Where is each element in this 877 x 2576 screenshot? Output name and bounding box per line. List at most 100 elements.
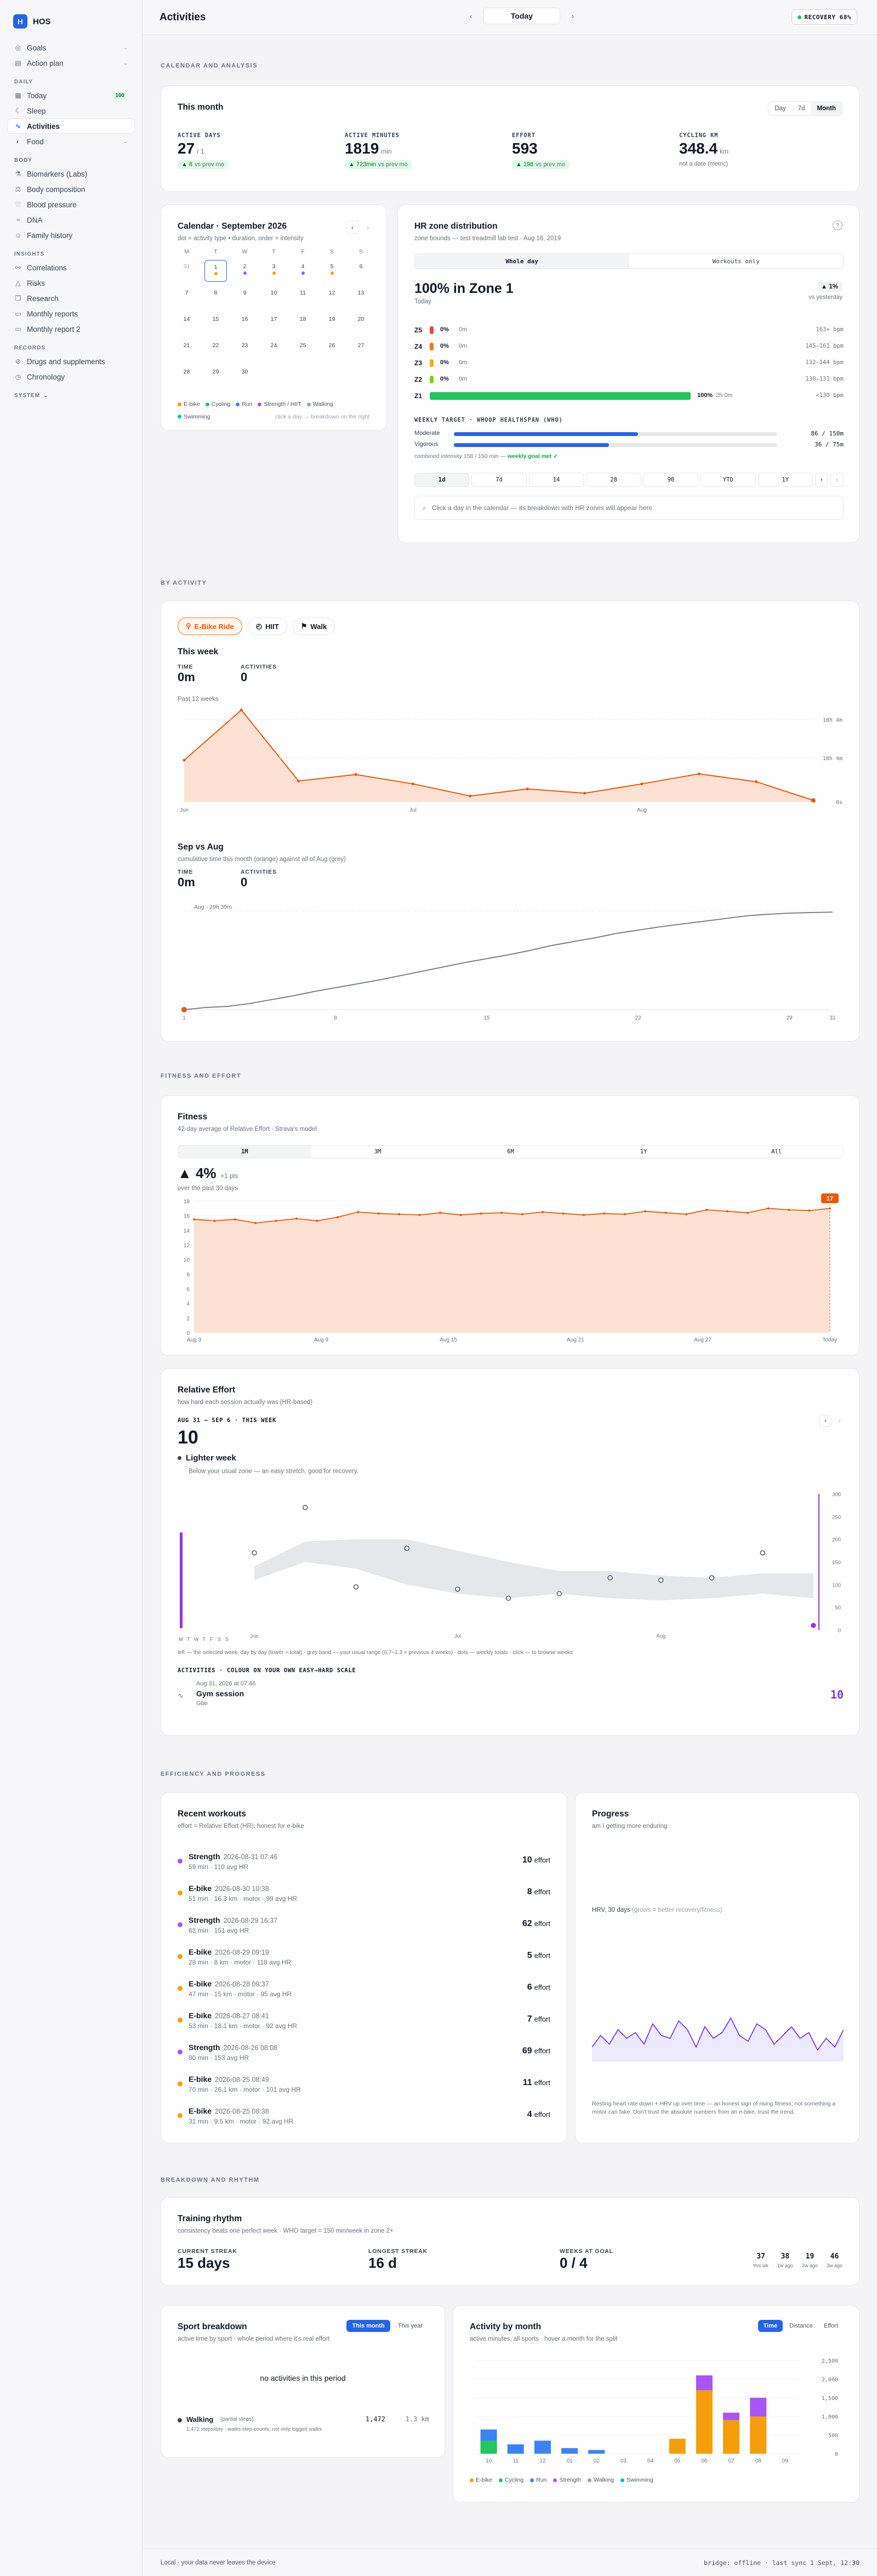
calendar-day[interactable]: 2 — [234, 260, 256, 282]
calendar-day[interactable]: 17 — [263, 313, 285, 335]
workout-row[interactable]: E-bike 2026-08-27 08:41 53 min · 18.1 km ·… — [178, 2007, 550, 2035]
period-month[interactable]: Month — [811, 102, 842, 115]
date-picker[interactable]: Today — [483, 8, 560, 24]
toggle-time[interactable]: Time — [758, 2320, 783, 2332]
toggle-this-month[interactable]: This month — [346, 2320, 390, 2332]
hr-range-option[interactable]: 14 — [528, 473, 584, 487]
calendar-day[interactable]: 4 — [292, 260, 314, 282]
calendar-day[interactable]: 28 — [175, 365, 198, 387]
info-icon[interactable]: ? — [833, 220, 842, 230]
calendar-day[interactable]: 27 — [350, 339, 372, 361]
calendar-day[interactable]: 15 — [204, 313, 227, 335]
recovery-badge[interactable]: RECOVERY 68% — [791, 9, 857, 25]
sidebar-item-action-plan[interactable]: ▤ Action plan ⌄ — [8, 56, 134, 70]
calendar-day[interactable]: 19 — [321, 313, 343, 335]
sidebar-item-food[interactable]: ◐ Food ⌄ — [8, 134, 134, 149]
workout-row[interactable]: E-bike 2026-08-29 09:19 28 min · 8 km · mo… — [178, 1943, 550, 1972]
fitness-range-option[interactable]: 6M — [507, 1148, 514, 1155]
toggle-this-year[interactable]: This year — [397, 2323, 423, 2329]
sidebar-item-blood-pressure[interactable]: ♡ Blood pressure — [8, 197, 134, 212]
workout-row[interactable]: E-bike 2026-08-30 10:38 51 min · 16.3 km ·… — [178, 1879, 550, 1908]
effort-list-item[interactable]: ∿ Aug 31, 2026 at 07:46 Gym session Gbe … — [178, 1680, 844, 1713]
sidebar-item-today[interactable]: ▦ Today 100 — [8, 88, 134, 103]
hr-range-option[interactable]: YTD — [701, 473, 756, 487]
calendar-day[interactable]: 20 — [350, 313, 372, 335]
sidebar-item-activities[interactable]: ∿ Activities — [8, 119, 134, 133]
tab-e-bike-ride[interactable]: ⚲ E-Bike Ride — [178, 618, 242, 635]
calendar-day[interactable]: 3 — [263, 260, 285, 282]
period-day[interactable]: Day — [775, 105, 786, 112]
calendar-day[interactable]: 30 — [234, 365, 256, 387]
sidebar-item-risks[interactable]: △ Risks — [8, 276, 134, 290]
calendar-day[interactable]: 25 — [292, 339, 314, 361]
calendar-day[interactable]: 31 — [175, 260, 198, 282]
hr-range-option[interactable]: 1d — [414, 473, 470, 487]
period-7d[interactable]: 7d — [798, 105, 805, 112]
calendar-day-selected[interactable]: 1 — [204, 260, 227, 282]
calendar-day[interactable]: 6 — [350, 260, 372, 282]
hr-range-option[interactable]: 7d — [471, 473, 527, 487]
tab-workouts-only[interactable]: Workouts only — [712, 257, 760, 265]
calendar-day[interactable]: 18 — [292, 313, 314, 335]
sidebar-item-biomarkers[interactable]: ⚗ Biomarkers (Labs) — [8, 167, 134, 181]
sidebar-item-chronology[interactable]: ◷ Chronology — [8, 370, 134, 384]
workout-row[interactable]: Strength 2026-08-31 07:46 59 min · 110 avg… — [178, 1848, 550, 1876]
workout-row[interactable]: E-bike 2026-08-28 09:37 47 min · 15 km · m… — [178, 1975, 550, 2003]
prev-month-button[interactable]: ‹ — [346, 220, 359, 234]
workout-row[interactable]: Strength 2026-08-29 16:37 62 min · 151 avg… — [178, 1911, 550, 1940]
calendar-day[interactable]: 11 — [292, 286, 314, 308]
calendar-day[interactable]: 16 — [234, 313, 256, 335]
calendar-day[interactable]: 10 — [263, 286, 285, 308]
sidebar-item-dna[interactable]: ≈ DNA — [8, 213, 134, 227]
sidebar-item-correlations[interactable]: ⚯ Correlations — [8, 261, 134, 275]
fitness-range-option[interactable]: All — [771, 1148, 782, 1155]
hr-range-option[interactable]: 28 — [586, 473, 641, 487]
sidebar-item-research[interactable]: ❐ Research — [8, 291, 134, 305]
prev-week-button[interactable]: ‹ — [819, 1415, 832, 1427]
chevron-down-icon[interactable]: ⌄ — [123, 44, 128, 51]
calendar-day[interactable]: 14 — [175, 313, 198, 335]
prev-range-button[interactable]: ‹ — [815, 473, 828, 487]
next-day-button[interactable]: › — [571, 12, 574, 20]
next-month-button[interactable]: › — [366, 223, 369, 231]
calendar-day[interactable]: 8 — [204, 286, 227, 308]
sidebar-item-monthly-reports[interactable]: ▭ Monthly reports — [8, 307, 134, 321]
sidebar-item-drugs[interactable]: ⊘ Drugs and supplements — [8, 354, 134, 369]
calendar-day[interactable]: 7 — [175, 286, 198, 308]
workout-row[interactable]: E-bike 2026-08-25 08:49 70 min · 26.1 km ·… — [178, 2070, 550, 2099]
toggle-effort[interactable]: Effort — [823, 2323, 838, 2329]
calendar-day[interactable]: 5 — [321, 260, 343, 282]
workout-row[interactable]: E-bike 2026-08-25 08:38 31 min · 9.5 km · … — [178, 2102, 550, 2131]
sidebar-item-goals[interactable]: ◎ Goals ⌄ — [8, 41, 134, 55]
sidebar-item-sleep[interactable]: ☾ Sleep — [8, 104, 134, 118]
sidebar-item-body-composition[interactable]: ⚖ Body composition — [8, 182, 134, 196]
fitness-range-option[interactable]: 1M — [178, 1146, 311, 1158]
calendar-day[interactable]: 21 — [175, 339, 198, 361]
tab-hiit[interactable]: ◴ HIIT — [247, 618, 287, 635]
toggle-distance[interactable]: Distance — [789, 2323, 813, 2329]
workout-row[interactable]: Strength 2026-08-26 08:08 80 min · 153 avg… — [178, 2039, 550, 2067]
tab-walk[interactable]: ⚑ Walk — [292, 618, 335, 635]
sidebar-item-family-history[interactable]: ☺ Family history — [8, 228, 134, 242]
calendar-day[interactable]: 24 — [263, 339, 285, 361]
calendar-day[interactable]: 29 — [204, 365, 227, 387]
calendar-day[interactable]: 9 — [234, 286, 256, 308]
prev-day-button[interactable]: ‹ — [469, 12, 472, 20]
calendar-day[interactable]: 26 — [321, 339, 343, 361]
nav-system-toggle[interactable]: SYSTEM ⌄ — [8, 385, 134, 402]
fitness-range-option[interactable]: 3M — [374, 1148, 381, 1155]
chevron-down-icon[interactable]: ⌄ — [123, 138, 128, 145]
next-range-button[interactable]: › — [830, 473, 844, 487]
calendar-day[interactable]: 12 — [321, 286, 343, 308]
hr-range-option[interactable]: 90 — [643, 473, 699, 487]
sidebar-item-monthly-report-2[interactable]: ▭ Monthly report 2 — [8, 322, 134, 336]
chevron-down-icon[interactable]: ⌄ — [123, 60, 128, 66]
next-week-button[interactable]: › — [839, 1418, 841, 1424]
calendar-day[interactable]: 13 — [350, 286, 372, 308]
tab-whole-day[interactable]: Whole day — [415, 254, 629, 268]
hr-range-option[interactable]: 1Y — [758, 473, 813, 487]
fitness-range-option[interactable]: 1Y — [640, 1148, 647, 1155]
brand[interactable]: H HOS — [0, 0, 142, 41]
calendar-day[interactable]: 23 — [234, 339, 256, 361]
calendar-day[interactable]: 22 — [204, 339, 227, 361]
